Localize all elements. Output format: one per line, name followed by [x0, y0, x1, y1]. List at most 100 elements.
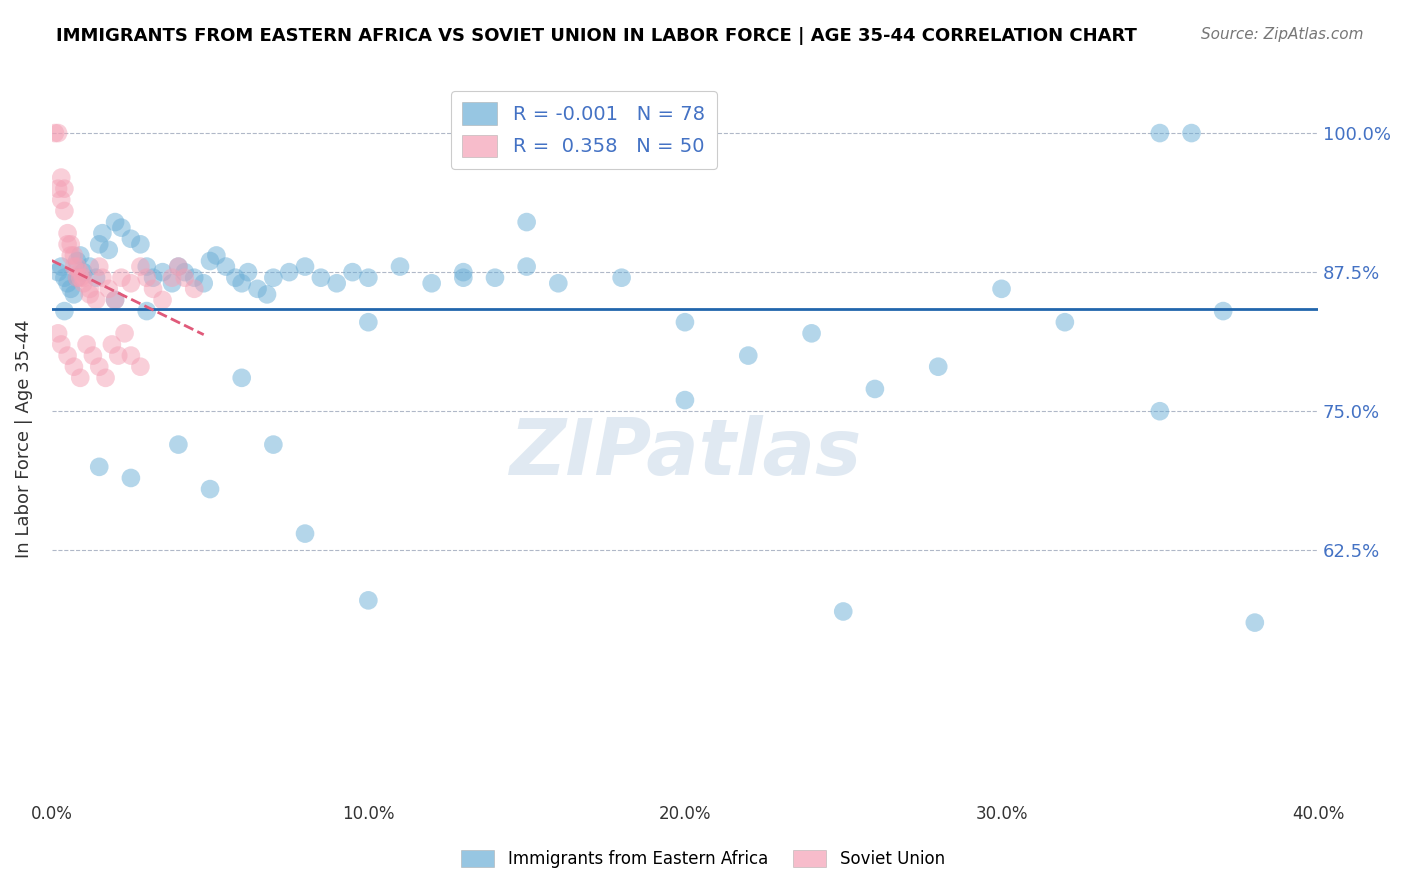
Point [215, 260, 238, 274]
Point [135, 260, 157, 274]
Point [142, 270, 165, 285]
Point [53, 270, 76, 285]
Point [63, 359, 86, 374]
Point [82, 349, 104, 363]
Point [309, 270, 332, 285]
Point [63, 248, 86, 262]
Point [97, 243, 120, 257]
Point [262, 270, 284, 285]
Point [183, 270, 205, 285]
Point [72, 265, 94, 279]
Point [72, 277, 94, 291]
Point [673, 315, 696, 329]
Point [66, 254, 89, 268]
Point [110, 270, 132, 285]
Point [120, 277, 142, 291]
Point [69, 270, 91, 285]
Point [863, 382, 886, 396]
Point [167, 260, 190, 274]
Point [1053, 315, 1076, 329]
Point [89, 237, 111, 252]
Point [160, 270, 183, 285]
Point [610, 270, 633, 285]
Point [800, 326, 823, 341]
Point [231, 277, 253, 291]
Point [69, 248, 91, 262]
Point [1149, 126, 1171, 140]
Text: Source: ZipAtlas.com: Source: ZipAtlas.com [1201, 27, 1364, 42]
Point [79, 282, 101, 296]
Legend: R = -0.001   N = 78, R =  0.358   N = 50: R = -0.001 N = 78, R = 0.358 N = 50 [451, 91, 717, 169]
Point [51, 170, 73, 185]
Point [484, 270, 506, 285]
Point [69, 265, 91, 279]
Point [59, 248, 82, 262]
Point [120, 232, 142, 246]
Point [205, 248, 228, 262]
Point [53, 304, 76, 318]
Point [51, 193, 73, 207]
Point [66, 270, 89, 285]
Point [91, 270, 114, 285]
Point [89, 260, 111, 274]
Point [231, 371, 253, 385]
Point [294, 260, 316, 274]
Point [262, 437, 284, 451]
Point [51, 337, 73, 351]
Text: ZIPatlas: ZIPatlas [509, 416, 860, 491]
Point [1149, 404, 1171, 418]
Point [46, 182, 69, 196]
Point [120, 471, 142, 485]
Point [63, 287, 86, 301]
Point [183, 282, 205, 296]
Point [46, 326, 69, 341]
Point [46, 265, 69, 279]
Point [59, 237, 82, 252]
Point [246, 282, 269, 296]
Point [129, 260, 152, 274]
Point [1212, 304, 1234, 318]
Point [236, 265, 259, 279]
Point [89, 459, 111, 474]
Point [152, 265, 174, 279]
Point [91, 226, 114, 240]
Point [89, 359, 111, 374]
Point [135, 304, 157, 318]
Point [104, 215, 127, 229]
Point [990, 282, 1012, 296]
Point [66, 270, 89, 285]
Text: IMMIGRANTS FROM EASTERN AFRICA VS SOVIET UNION IN LABOR FORCE | AGE 35-44 CORREL: IMMIGRANTS FROM EASTERN AFRICA VS SOVIET… [56, 27, 1137, 45]
Point [453, 270, 475, 285]
Point [56, 277, 79, 291]
Point [342, 265, 364, 279]
Point [224, 270, 246, 285]
Point [66, 260, 89, 274]
Point [832, 605, 855, 619]
Point [278, 265, 301, 279]
Point [76, 337, 98, 351]
Point [357, 270, 380, 285]
Point [167, 260, 190, 274]
Point [84, 270, 107, 285]
Point [167, 437, 190, 451]
Point [198, 482, 221, 496]
Point [1180, 126, 1202, 140]
Point [59, 282, 82, 296]
Legend: Immigrants from Eastern Africa, Soviet Union: Immigrants from Eastern Africa, Soviet U… [454, 843, 952, 875]
Point [516, 215, 538, 229]
Point [453, 265, 475, 279]
Point [94, 371, 117, 385]
Point [53, 182, 76, 196]
Point [63, 260, 86, 274]
Point [142, 282, 165, 296]
Point [84, 293, 107, 307]
Point [547, 277, 569, 291]
Point [104, 293, 127, 307]
Point [1243, 615, 1265, 630]
Point [46, 126, 69, 140]
Point [325, 277, 347, 291]
Point [79, 287, 101, 301]
Y-axis label: In Labor Force | Age 35-44: In Labor Force | Age 35-44 [15, 319, 32, 558]
Point [294, 526, 316, 541]
Point [53, 203, 76, 218]
